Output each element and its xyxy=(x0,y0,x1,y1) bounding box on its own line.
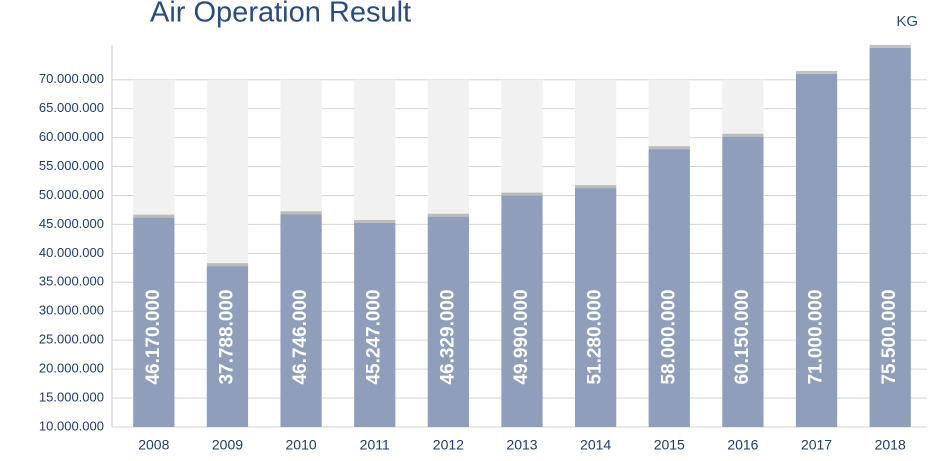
bar xyxy=(280,214,322,427)
y-tick-label: 30.000.000 xyxy=(39,303,104,318)
bar-cap xyxy=(206,263,249,267)
bar-cap xyxy=(427,213,469,217)
x-tick-label: 2009 xyxy=(212,437,243,453)
x-tick-label: 2008 xyxy=(138,437,169,453)
bar-cap xyxy=(280,211,322,215)
y-tick-label: 65.000.000 xyxy=(39,100,104,115)
value-label: 46.746.000 xyxy=(290,289,311,384)
bar-cap xyxy=(133,214,175,218)
y-tick-label: 15.000.000 xyxy=(39,389,104,404)
value-label: 46.170.000 xyxy=(143,289,164,384)
bar xyxy=(133,217,175,427)
value-label: 51.280.000 xyxy=(585,289,606,384)
unit-label: KG xyxy=(896,13,918,30)
x-tick-label: 2018 xyxy=(875,437,906,453)
bar xyxy=(575,188,617,427)
y-tick-label: 45.000.000 xyxy=(39,216,104,231)
bar xyxy=(501,195,543,427)
value-label: 49.990.000 xyxy=(511,289,532,384)
bar xyxy=(427,216,469,427)
bar-cap xyxy=(795,70,838,74)
bar xyxy=(354,222,396,427)
value-label: 37.788.000 xyxy=(216,289,237,384)
x-tick-label: 2013 xyxy=(506,437,537,453)
y-tick-label: 70.000.000 xyxy=(39,71,104,86)
chart-title: Air Operation Result xyxy=(150,0,411,29)
value-label: 60.150.000 xyxy=(732,289,753,384)
value-label: 75.500.000 xyxy=(879,289,900,384)
y-tick-label: 10.000.000 xyxy=(39,418,104,433)
bar-cap xyxy=(722,133,764,137)
bar xyxy=(648,149,690,427)
bar-cap xyxy=(354,219,396,223)
x-tick-label: 2010 xyxy=(286,437,317,453)
x-tick-label: 2011 xyxy=(360,437,390,453)
y-tick-label: 40.000.000 xyxy=(39,245,104,260)
x-tick-label: 2017 xyxy=(801,437,832,453)
y-tick-label: 20.000.000 xyxy=(39,361,104,376)
x-tick-label: 2015 xyxy=(654,437,685,453)
y-tick-label: 55.000.000 xyxy=(39,158,104,173)
bar-cap xyxy=(575,185,617,189)
x-tick-label: 2012 xyxy=(433,437,464,453)
y-tick-label: 60.000.000 xyxy=(39,129,104,144)
value-label: 45.247.000 xyxy=(364,289,385,384)
value-label: 46.329.000 xyxy=(437,289,458,384)
value-label: 58.000.000 xyxy=(658,289,679,384)
x-tick-label: 2014 xyxy=(580,437,611,453)
bar xyxy=(869,47,911,427)
bar xyxy=(795,73,838,427)
bar xyxy=(206,266,249,427)
x-tick-label: 2016 xyxy=(727,437,758,453)
bar-cap xyxy=(869,44,911,48)
y-tick-label: 25.000.000 xyxy=(39,332,104,347)
y-tick-label: 35.000.000 xyxy=(39,274,104,289)
value-label: 71.000.000 xyxy=(806,289,827,384)
bar xyxy=(722,136,764,427)
y-tick-label: 50.000.000 xyxy=(39,187,104,202)
bar-cap xyxy=(648,146,690,150)
bar-cap xyxy=(501,192,543,196)
